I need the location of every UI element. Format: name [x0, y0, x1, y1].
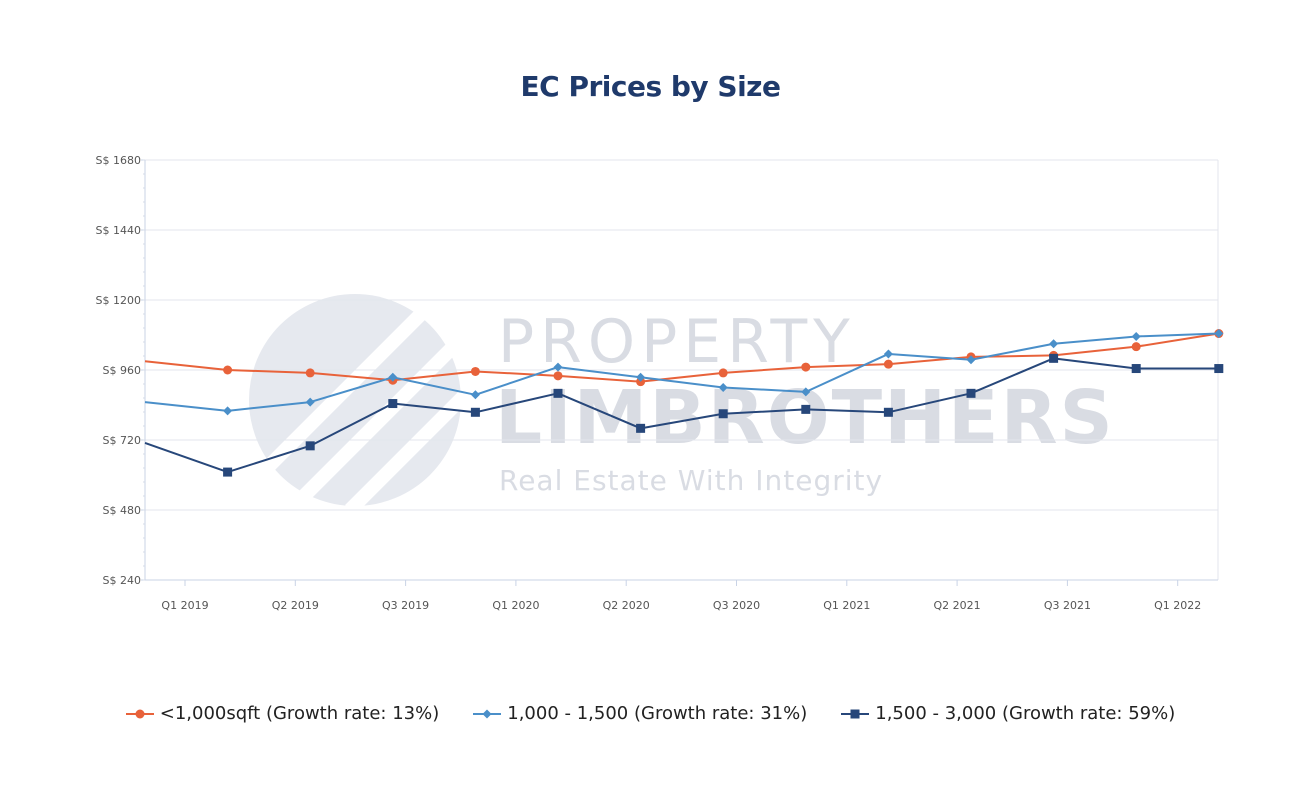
data-point	[636, 423, 646, 433]
x-tick-label: Q1 2020	[492, 599, 539, 612]
data-point	[470, 366, 480, 376]
chart-title: EC Prices by Size	[520, 70, 781, 103]
data-point	[718, 383, 728, 392]
x-tick-label: Q3 2021	[1044, 599, 1091, 612]
series-3	[144, 353, 1224, 477]
data-point	[305, 441, 315, 451]
legend-label: <1,000sqft (Growth rate: 13%)	[159, 703, 440, 724]
legend-marker	[135, 709, 145, 718]
legend-label: 1,500 - 3,000 (Growth rate: 59%)	[875, 703, 1176, 724]
series-2	[144, 329, 1224, 416]
data-point	[553, 371, 563, 381]
legend-item[interactable]: 1,500 - 3,000 (Growth rate: 59%)	[841, 703, 1175, 724]
data-point	[305, 368, 315, 378]
x-axis: Q1 2019 Q2 2019 Q3 2019 Q1 2020 Q2 2020 Q3 20…	[161, 580, 1201, 612]
diamond-marker-icon	[473, 709, 502, 718]
x-tick-label: Q2 2021	[934, 599, 981, 612]
data-point	[1131, 364, 1141, 374]
legend-label: 1,000 - 1,500 (Growth rate: 31%)	[507, 703, 808, 724]
grid	[145, 159, 1218, 581]
x-tick-label: Q3 2019	[382, 599, 429, 612]
legend-item[interactable]: 1,000 - 1,500 (Growth rate: 31%)	[473, 703, 807, 724]
data-point	[1214, 364, 1224, 374]
y-tick-label: S$ 1440	[96, 224, 141, 237]
data-point	[801, 404, 811, 414]
legend-marker	[482, 709, 492, 718]
data-point	[801, 362, 811, 372]
watermark-line2: LIMBROTHERS	[495, 375, 1115, 461]
circle-marker-icon	[125, 709, 154, 718]
data-point	[388, 372, 398, 382]
data-point	[388, 399, 398, 409]
data-point	[1049, 353, 1059, 363]
data-point	[305, 397, 315, 407]
data-point	[883, 407, 893, 417]
y-tick-label: S$ 480	[103, 504, 141, 517]
data-point	[883, 359, 893, 369]
data-point	[1049, 339, 1059, 349]
data-point	[801, 387, 811, 397]
data-point	[636, 372, 646, 382]
data-point	[1214, 329, 1224, 339]
data-point	[966, 388, 976, 398]
data-point	[718, 409, 728, 419]
data-point	[553, 362, 563, 372]
y-tick-label: S$ 1200	[96, 294, 141, 307]
legend-item[interactable]: <1,000sqft (Growth rate: 13%)	[125, 703, 440, 724]
x-tick-label: Q3 2020	[713, 599, 760, 612]
data-point	[1131, 331, 1141, 341]
data-point	[718, 368, 728, 378]
watermark-stripe	[295, 340, 460, 505]
x-tick-label: Q2 2019	[272, 599, 319, 612]
x-tick-label: Q1 2021	[823, 599, 870, 612]
watermark-circle	[249, 294, 461, 506]
data-point	[223, 365, 233, 375]
watermark-logo-icon	[249, 294, 475, 515]
series-line	[144, 332, 1219, 383]
data-point	[553, 388, 563, 398]
data-point	[470, 407, 480, 417]
data-point	[223, 406, 233, 416]
series-line	[144, 357, 1219, 474]
y-axis: S$ 240 S$ 480 S$ 720 S$ 960 S$ 1200 S$ 1440 S$…	[96, 154, 145, 587]
data-point	[470, 390, 480, 400]
data-point	[883, 349, 893, 359]
x-tick-label: Q1 2022	[1154, 599, 1201, 612]
series-line	[144, 332, 1219, 412]
watermark: PROPERTY LIMBROTHERS Real Estate With In…	[249, 294, 1115, 515]
data-point	[1131, 342, 1141, 352]
square-marker-icon	[841, 709, 870, 718]
y-tick-label: S$ 1680	[96, 154, 141, 167]
y-tick-label: S$ 720	[103, 434, 141, 447]
y-tick-label: S$ 240	[103, 574, 141, 587]
series-layer	[144, 329, 1224, 477]
watermark-tagline: Real Estate With Integrity	[499, 464, 883, 497]
legend-marker	[850, 709, 860, 718]
y-tick-label: S$ 960	[103, 364, 141, 377]
data-point	[966, 355, 976, 365]
data-point	[223, 467, 233, 477]
legend: <1,000sqft (Growth rate: 13%) 1,000 - 1,5…	[0, 703, 1301, 724]
x-tick-label: Q1 2019	[161, 599, 208, 612]
x-tick-label: Q2 2020	[603, 599, 650, 612]
